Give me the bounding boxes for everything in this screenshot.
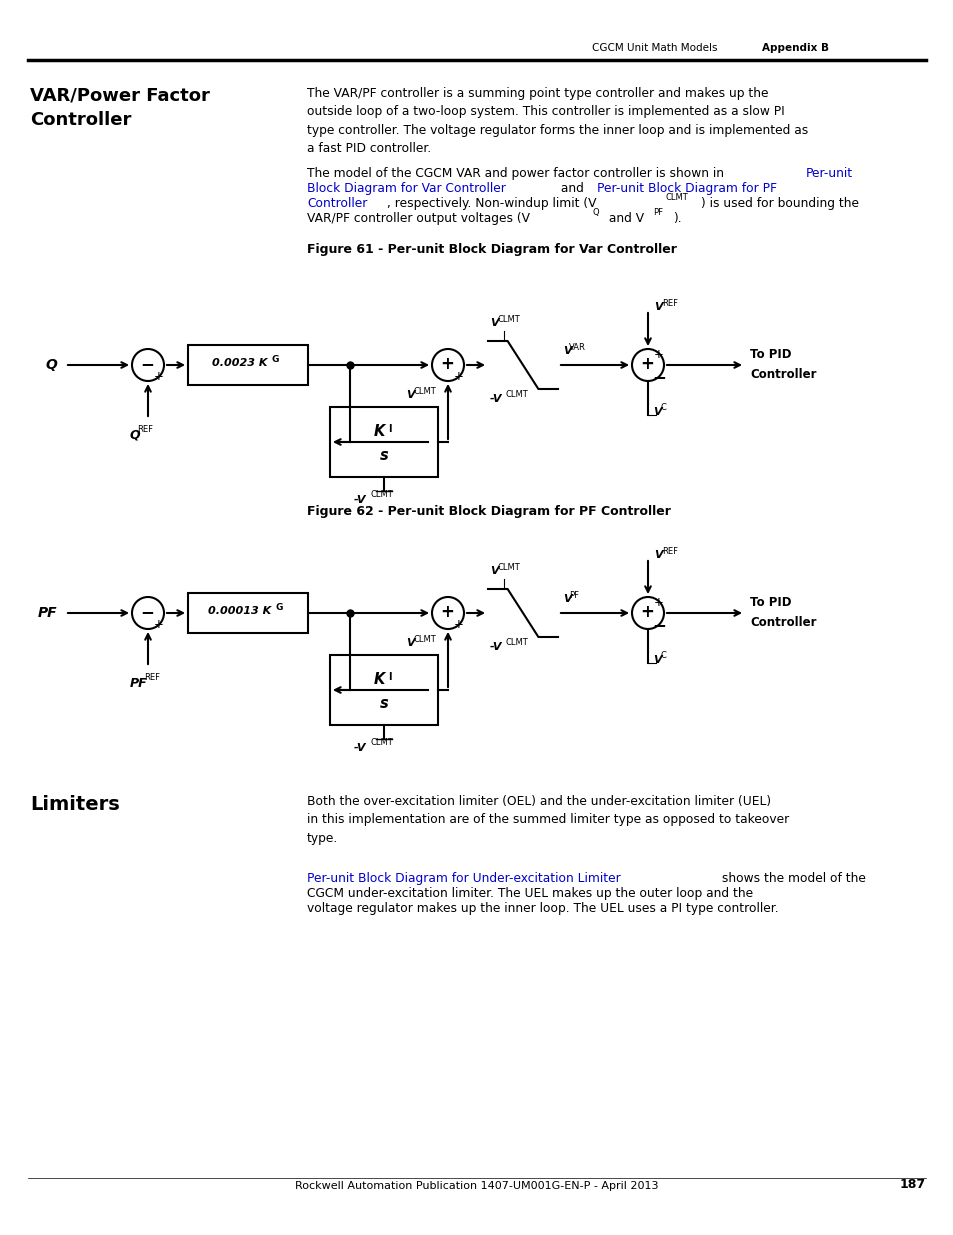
Text: ) is used for bounding the: ) is used for bounding the xyxy=(700,198,859,210)
Text: +: + xyxy=(454,370,463,384)
Text: Controller: Controller xyxy=(30,111,132,128)
Text: +: + xyxy=(654,595,663,609)
Text: V: V xyxy=(406,638,415,648)
Text: +: + xyxy=(439,354,454,373)
Text: Q: Q xyxy=(45,358,57,372)
Text: CGCM under-excitation limiter. The UEL makes up the outer loop and the: CGCM under-excitation limiter. The UEL m… xyxy=(307,887,752,900)
Text: Controller: Controller xyxy=(307,198,367,210)
Text: +: + xyxy=(153,370,164,384)
Text: PF: PF xyxy=(130,677,148,690)
Bar xyxy=(188,593,308,634)
Text: CLMT: CLMT xyxy=(371,739,394,747)
Text: CLMT: CLMT xyxy=(371,490,394,499)
Text: shows the model of the: shows the model of the xyxy=(717,872,864,885)
Text: −: − xyxy=(652,368,665,387)
Text: Q: Q xyxy=(130,429,140,442)
Text: V: V xyxy=(652,408,661,417)
Text: −: − xyxy=(140,603,153,621)
Bar xyxy=(188,345,308,385)
Text: CGCM Unit Math Models: CGCM Unit Math Models xyxy=(592,43,717,53)
Text: Appendix B: Appendix B xyxy=(761,43,828,53)
Text: To PID: To PID xyxy=(749,597,791,610)
Text: REF: REF xyxy=(661,299,678,308)
Text: Block Diagram for Var Controller: Block Diagram for Var Controller xyxy=(307,182,505,195)
Text: C: C xyxy=(660,652,666,661)
Text: 0.0023 K: 0.0023 K xyxy=(212,358,268,368)
Text: -V: -V xyxy=(354,495,366,505)
Text: PF: PF xyxy=(653,207,662,217)
Text: ).: ). xyxy=(673,212,681,225)
Text: VAR/PF controller output voltages (V: VAR/PF controller output voltages (V xyxy=(307,212,530,225)
Text: s: s xyxy=(379,697,388,711)
Text: CLMT: CLMT xyxy=(505,390,528,399)
Text: Per-unit: Per-unit xyxy=(805,167,852,180)
Text: and V: and V xyxy=(604,212,643,225)
Text: To PID: To PID xyxy=(749,348,791,362)
Text: Both the over-excitation limiter (OEL) and the under-excitation limiter (UEL)
in: Both the over-excitation limiter (OEL) a… xyxy=(307,795,788,845)
Text: 0.00013 K: 0.00013 K xyxy=(208,606,272,616)
Text: -V: -V xyxy=(354,743,366,753)
Text: CLMT: CLMT xyxy=(414,635,436,643)
Text: CLMT: CLMT xyxy=(497,563,520,572)
Text: PF: PF xyxy=(37,606,57,620)
Text: Limiters: Limiters xyxy=(30,795,120,814)
Text: The VAR/PF controller is a summing point type controller and makes up the
outsid: The VAR/PF controller is a summing point… xyxy=(307,86,807,156)
Text: CLMT: CLMT xyxy=(414,387,436,395)
Text: K: K xyxy=(373,425,384,440)
Text: G: G xyxy=(272,354,279,363)
Text: V: V xyxy=(406,390,415,400)
Text: +: + xyxy=(454,619,463,631)
Text: +: + xyxy=(639,603,653,621)
Text: V: V xyxy=(654,303,662,312)
Text: CLMT: CLMT xyxy=(664,193,687,203)
Text: Q: Q xyxy=(592,207,598,217)
Text: +: + xyxy=(654,347,663,361)
Text: 187: 187 xyxy=(899,1178,925,1191)
Text: Controller: Controller xyxy=(749,616,816,630)
Text: -V: -V xyxy=(490,642,502,652)
Bar xyxy=(330,655,437,725)
Text: I: I xyxy=(388,672,392,682)
Text: REF: REF xyxy=(144,673,160,682)
Text: VAR/Power Factor: VAR/Power Factor xyxy=(30,86,210,105)
Text: V: V xyxy=(490,317,498,329)
Text: V: V xyxy=(562,346,571,356)
Bar xyxy=(330,408,437,477)
Text: CLMT: CLMT xyxy=(497,315,520,324)
Text: REF: REF xyxy=(661,547,678,556)
Text: +: + xyxy=(153,619,164,631)
Text: V: V xyxy=(654,550,662,559)
Text: voltage regulator makes up the inner loop. The UEL uses a PI type controller.: voltage regulator makes up the inner loo… xyxy=(307,902,778,915)
Text: The model of the CGCM VAR and power factor controller is shown in: The model of the CGCM VAR and power fact… xyxy=(307,167,727,180)
Text: K: K xyxy=(373,673,384,688)
Text: Figure 62 - Per-unit Block Diagram for PF Controller: Figure 62 - Per-unit Block Diagram for P… xyxy=(307,505,670,517)
Text: C: C xyxy=(660,404,666,412)
Text: -V: -V xyxy=(490,394,502,404)
Text: V: V xyxy=(490,566,498,576)
Text: , respectively. Non-windup limit (V: , respectively. Non-windup limit (V xyxy=(387,198,597,210)
Text: I: I xyxy=(388,424,392,433)
Text: REF: REF xyxy=(137,425,152,433)
Text: V: V xyxy=(562,594,571,604)
Text: PF: PF xyxy=(569,590,578,599)
Text: s: s xyxy=(379,448,388,463)
Text: +: + xyxy=(639,354,653,373)
Text: Rockwell Automation Publication 1407-UM001G-EN-P - April 2013: Rockwell Automation Publication 1407-UM0… xyxy=(294,1181,659,1191)
Text: CLMT: CLMT xyxy=(505,638,528,647)
Text: Per-unit Block Diagram for Under-excitation Limiter: Per-unit Block Diagram for Under-excitat… xyxy=(307,872,620,885)
Text: G: G xyxy=(275,603,283,611)
Text: Per-unit Block Diagram for PF: Per-unit Block Diagram for PF xyxy=(597,182,776,195)
Text: Figure 61 - Per-unit Block Diagram for Var Controller: Figure 61 - Per-unit Block Diagram for V… xyxy=(307,243,677,256)
Text: and: and xyxy=(556,182,587,195)
Text: +: + xyxy=(439,603,454,621)
Text: V: V xyxy=(652,655,661,664)
Text: VAR: VAR xyxy=(569,342,585,352)
Text: −: − xyxy=(652,616,665,634)
Text: −: − xyxy=(140,354,153,373)
Text: Controller: Controller xyxy=(749,368,816,382)
